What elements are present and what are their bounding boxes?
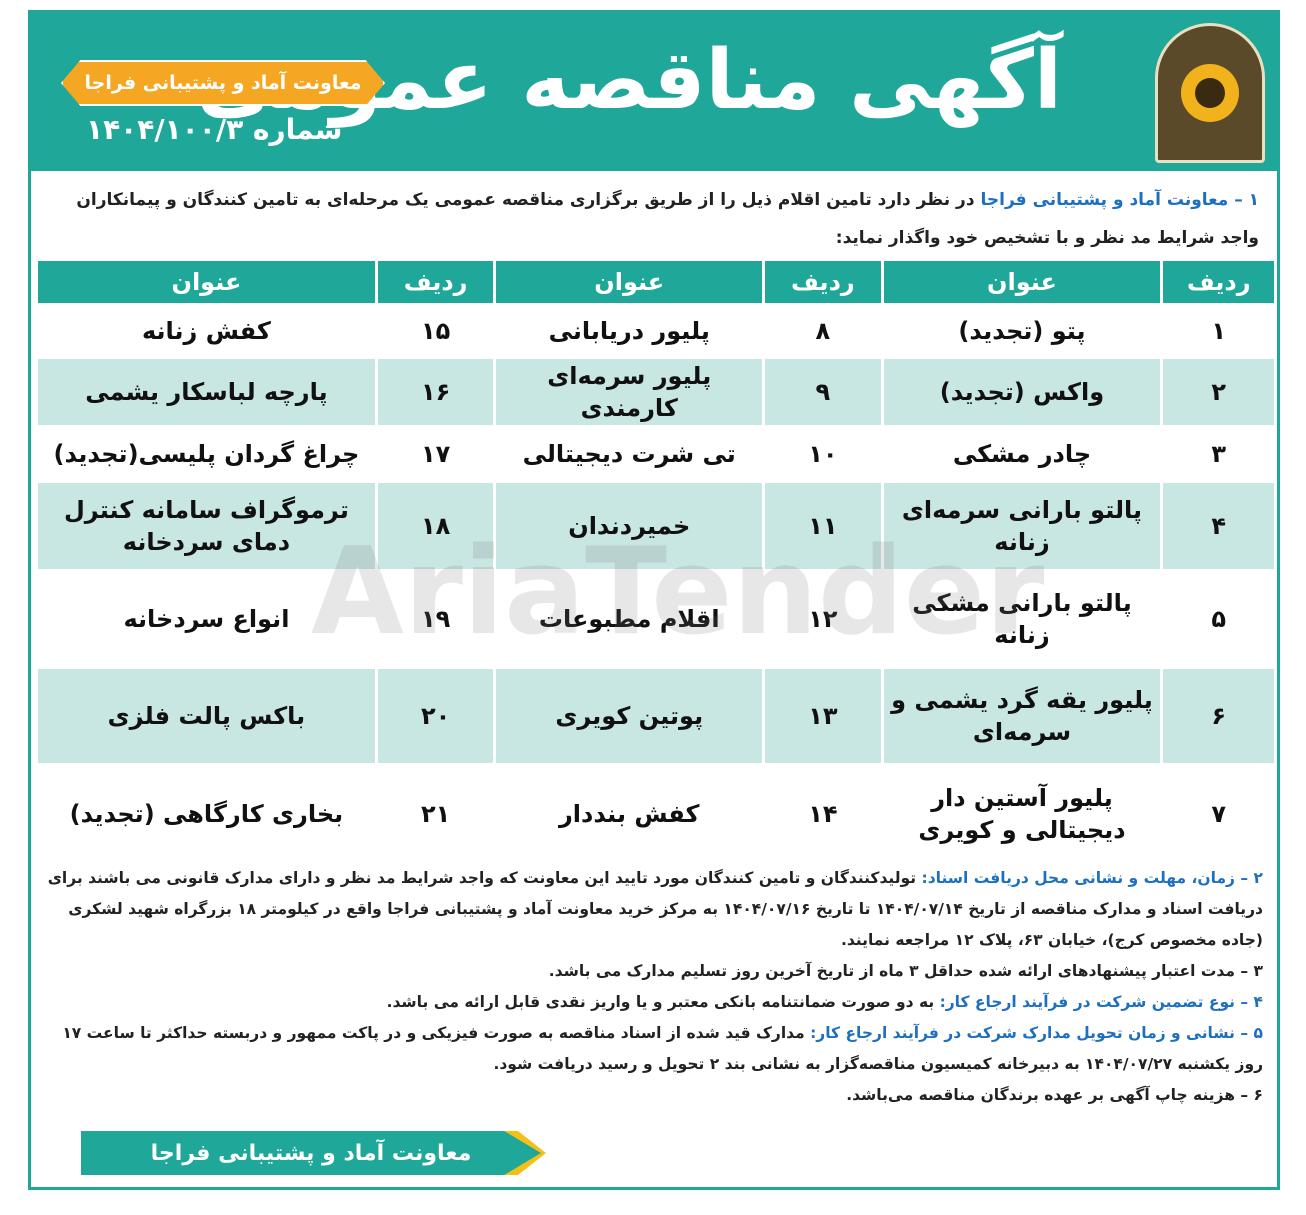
column-header: ردیف xyxy=(1163,261,1274,303)
row-number: ۲۰ xyxy=(377,669,494,763)
row-number: ۱۱ xyxy=(765,483,881,569)
row-number: ۶ xyxy=(1163,669,1274,763)
row-number: ۱۶ xyxy=(377,359,494,425)
item-title: پلیور دریابانی xyxy=(496,306,763,356)
item-title: کفش بنددار xyxy=(496,766,763,862)
section-text: به دو صورت ضمانتنامه بانکی معتبر و یا وا… xyxy=(386,993,940,1011)
intro-paragraph: ۱ – معاونت آماد و پشتیبانی فراجا در نظر … xyxy=(45,181,1259,257)
item-title: پلیور سرمه‌ای کارمندی xyxy=(496,359,763,425)
row-number: ۱۲ xyxy=(765,572,881,666)
column-header: ردیف xyxy=(765,261,881,303)
items-table: ردیف عنوان ردیف عنوان ردیف عنوان ۱ پتو (تجدید)… xyxy=(35,258,1277,865)
condition-section: ۲ – زمان، مهلت و نشانی محل دریافت اسناد:… xyxy=(45,863,1263,956)
row-number: ۷ xyxy=(1163,766,1274,862)
item-title: پالتو بارانی سرمه‌ای زنانه xyxy=(883,483,1161,569)
section-text: مدارک قید شده از اسناد مناقصه به صورت فی… xyxy=(62,1024,1263,1073)
row-number: ۳ xyxy=(1163,428,1274,480)
item-title: پوتین کویری xyxy=(496,669,763,763)
item-title: پلیور آستین دار دیجیتالی و کویری xyxy=(883,766,1161,862)
police-emblem-logo xyxy=(1155,23,1265,163)
item-title: بخاری کارگاهی (تجدید) xyxy=(38,766,375,862)
table-row: ۷ پلیور آستین دار دیجیتالی و کویری ۱۴ کفش ب… xyxy=(38,766,1274,862)
table-header: ردیف عنوان ردیف عنوان ردیف عنوان xyxy=(38,261,1274,303)
row-number: ۹ xyxy=(765,359,881,425)
row-number: ۱ xyxy=(1163,306,1274,356)
row-number: ۵ xyxy=(1163,572,1274,666)
table-row: ۳ چادر مشکی ۱۰ تی شرت دیجیتالی ۱۷ چراغ گردان … xyxy=(38,428,1274,480)
row-number: ۸ xyxy=(765,306,881,356)
column-header: عنوان xyxy=(38,261,375,303)
item-title: اقلام مطبوعات xyxy=(496,572,763,666)
row-number: ۱۵ xyxy=(377,306,494,356)
column-header: عنوان xyxy=(883,261,1161,303)
header-banner: آگهی مناقصه عمومی معاونت آماد و پشتیبانی… xyxy=(31,13,1277,171)
item-title: باکس پالت فلزی xyxy=(38,669,375,763)
section-heading: ۴ – نوع تضمین شرکت در فرآیند ارجاع کار: xyxy=(939,993,1263,1011)
row-number: ۱۰ xyxy=(765,428,881,480)
row-number: ۲ xyxy=(1163,359,1274,425)
row-number: ۱۸ xyxy=(377,483,494,569)
footer-org: معاونت آماد و پشتیبانی فراجا xyxy=(81,1131,541,1175)
conditions-sections: ۲ – زمان، مهلت و نشانی محل دریافت اسناد:… xyxy=(45,863,1263,1111)
table-row: ۲ واکس (تجدید) ۹ پلیور سرمه‌ای کارمندی ۱۶ پار… xyxy=(38,359,1274,425)
table-row: ۵ پالتو بارانی مشکی زنانه ۱۲ اقلام مطبوعات ۱… xyxy=(38,572,1274,666)
condition-section: ۵ – نشانی و زمان تحویل مدارک شرکت در فرآ… xyxy=(45,1018,1263,1080)
section-text: ۳ – مدت اعتبار پیشنهادهای ارائه شده حداق… xyxy=(548,962,1263,980)
section-text: تولیدکنندگان و تامین کنندگان مورد تایید … xyxy=(47,869,1263,949)
row-number: ۱۴ xyxy=(765,766,881,862)
section-heading: ۵ – نشانی و زمان تحویل مدارک شرکت در فرآ… xyxy=(810,1024,1263,1042)
item-title: ترموگراف سامانه کنترل دمای سردخانه xyxy=(38,483,375,569)
row-number: ۱۷ xyxy=(377,428,494,480)
intro-org: ۱ – معاونت آماد و پشتیبانی فراجا xyxy=(980,190,1259,210)
tender-number: شماره ۱۴۰۴/۱۰۰/۳ xyxy=(86,113,343,146)
item-title: چادر مشکی xyxy=(883,428,1161,480)
row-number: ۱۹ xyxy=(377,572,494,666)
item-title: پتو (تجدید) xyxy=(883,306,1161,356)
column-header: عنوان xyxy=(496,261,763,303)
section-text: ۶ – هزینه چاپ آگهی بر عهده برندگان مناقص… xyxy=(846,1086,1263,1104)
row-number: ۴ xyxy=(1163,483,1274,569)
table-row: ۱ پتو (تجدید) ۸ پلیور دریابانی ۱۵ کفش زنانه xyxy=(38,306,1274,356)
table-row: ۴ پالتو بارانی سرمه‌ای زنانه ۱۱ خمیردندان ۱۸… xyxy=(38,483,1274,569)
item-title: چراغ گردان پلیسی(تجدید) xyxy=(38,428,375,480)
row-number: ۱۳ xyxy=(765,669,881,763)
item-title: پارچه لباسکار یشمی xyxy=(38,359,375,425)
row-number: ۲۱ xyxy=(377,766,494,862)
condition-section: ۳ – مدت اعتبار پیشنهادهای ارائه شده حداق… xyxy=(45,956,1263,987)
condition-section: ۴ – نوع تضمین شرکت در فرآیند ارجاع کار: … xyxy=(45,987,1263,1018)
item-title: واکس (تجدید) xyxy=(883,359,1161,425)
item-title: پلیور یقه گرد یشمی و سرمه‌ای xyxy=(883,669,1161,763)
org-badge: معاونت آماد و پشتیبانی فراجا xyxy=(61,60,385,106)
condition-section: ۶ – هزینه چاپ آگهی بر عهده برندگان مناقص… xyxy=(45,1080,1263,1111)
item-title: خمیردندان xyxy=(496,483,763,569)
tender-ad: آگهی مناقصه عمومی معاونت آماد و پشتیبانی… xyxy=(28,10,1280,1190)
intro-text: در نظر دارد تامین اقلام ذیل را از طریق ب… xyxy=(76,190,1259,248)
item-title: تی شرت دیجیتالی xyxy=(496,428,763,480)
item-title: کفش زنانه xyxy=(38,306,375,356)
section-heading: ۲ – زمان، مهلت و نشانی محل دریافت اسناد: xyxy=(921,869,1264,887)
item-title: پالتو بارانی مشکی زنانه xyxy=(883,572,1161,666)
table-row: ۶ پلیور یقه گرد یشمی و سرمه‌ای ۱۳ پوتین کوی… xyxy=(38,669,1274,763)
item-title: انواع سردخانه xyxy=(38,572,375,666)
column-header: ردیف xyxy=(377,261,494,303)
